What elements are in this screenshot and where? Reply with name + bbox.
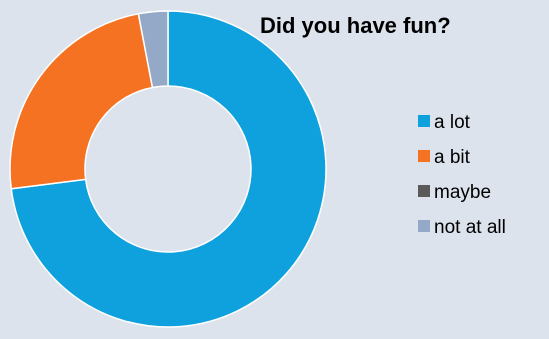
legend-label: maybe [434,182,491,203]
legend-swatch [418,185,430,197]
slice-a-bit [9,12,154,190]
legend-label: a lot [434,112,471,133]
legend-swatch [418,115,430,127]
chart-title: Did you have fun? [260,13,451,38]
donut-slices [9,10,327,328]
legend-item-a-bit: a bit [418,147,471,168]
legend: a lot a bit maybe not at all [418,112,506,238]
legend-label: not at all [434,217,506,238]
slice-a-lot [10,10,327,328]
legend-swatch [418,220,430,232]
legend-item-a-lot: a lot [418,112,471,133]
legend-label: a bit [434,147,471,168]
slice-not-at-all [137,10,169,89]
legend-swatch [418,150,430,162]
legend-item-maybe: maybe [418,182,491,203]
legend-item-not-at-all: not at all [418,217,506,238]
